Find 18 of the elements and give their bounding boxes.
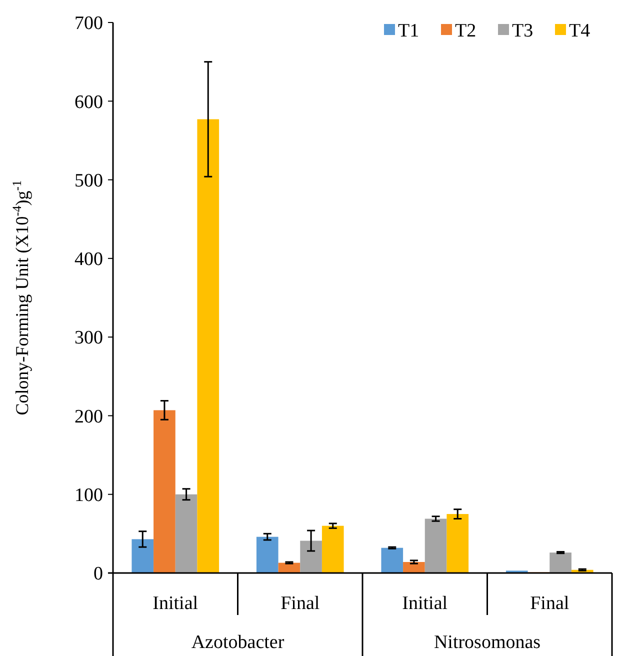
x-tick-label: Final [530,593,570,614]
legend-label: T3 [512,20,534,42]
y-tick-label: 500 [74,170,103,192]
text: Azotobacter [191,632,285,653]
x-tick-label: Initial [402,593,448,614]
y-tick-label: 400 [74,249,103,270]
y-tick-label: 100 [74,485,103,506]
y-tick-label: 200 [74,406,103,428]
y-tick-label: 300 [74,328,103,349]
y-tick-label: 600 [74,92,103,113]
legend-label: T2 [455,20,476,42]
y-tick-label: 0 [94,564,103,585]
text: Nitrosomonas [434,632,541,653]
legend-label: T4 [569,20,591,42]
x-tick-label: Final [280,593,320,614]
y-tick-label: 700 [74,13,103,34]
legend-label: T1 [398,20,420,42]
x-tick-label: Initial [152,593,198,614]
